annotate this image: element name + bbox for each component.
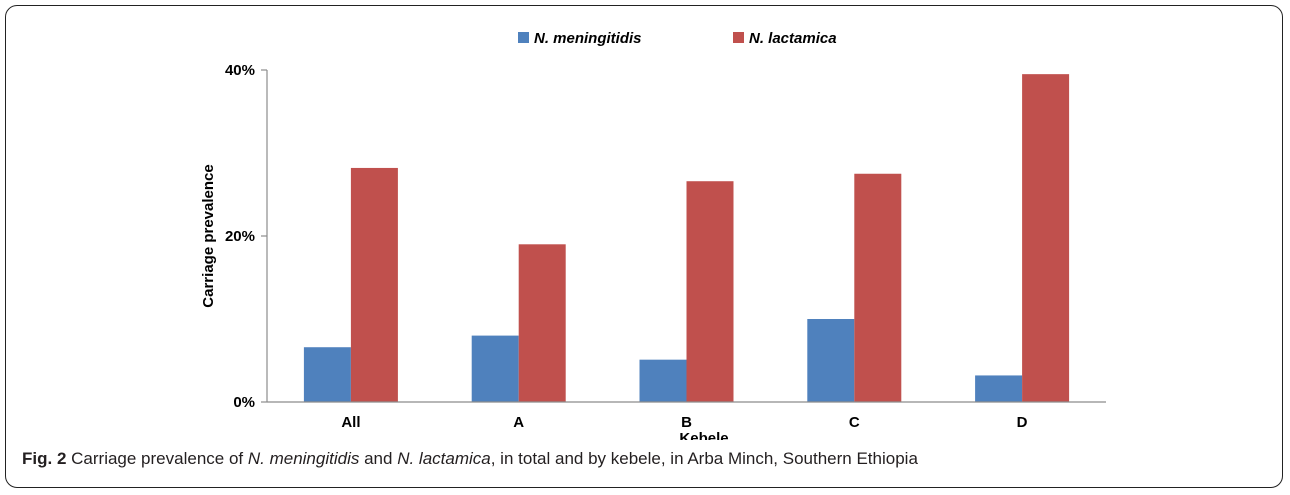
x-axis-label: Kebele	[679, 430, 728, 440]
bar-lactamica-c	[854, 173, 902, 402]
bars-group	[303, 74, 1070, 403]
y-tick-label: 20%	[225, 228, 255, 245]
y-tick-label: 0%	[233, 394, 255, 411]
bar-chart: N. meningitidis N. lactamica All A B C D 0% 20%…	[200, 30, 1106, 440]
bar-meningitidis-d	[975, 375, 1023, 402]
axes-group: All A B C D 0% 20% 40%	[225, 62, 1106, 431]
caption-text-3: , in total and by kebele, in Arba Minch,…	[490, 449, 918, 468]
x-tick-label-a: A	[513, 414, 524, 431]
x-tick-label-d: D	[1017, 414, 1028, 431]
bar-lactamica-d	[1022, 74, 1070, 403]
bar-meningitidis-b	[639, 359, 687, 402]
bar-lactamica-all	[350, 167, 398, 402]
caption-text-1: Carriage prevalence of	[71, 449, 244, 468]
bar-meningitidis-a	[471, 335, 519, 402]
bar-lactamica-b	[686, 181, 734, 402]
legend-swatch-meningitidis	[518, 32, 529, 43]
x-tick-label-all: All	[341, 414, 360, 431]
caption-species-1: N. meningitidis	[247, 449, 360, 468]
bar-meningitidis-all	[303, 347, 351, 402]
bar-meningitidis-c	[807, 319, 855, 402]
legend: N. meningitidis N. lactamica	[518, 30, 837, 47]
caption-species-2: N. lactamica	[397, 449, 491, 468]
legend-swatch-lactamica	[733, 32, 744, 43]
legend-label-lactamica: N. lactamica	[749, 30, 837, 47]
caption-text-2: and	[364, 449, 393, 468]
figure-number: Fig. 2	[22, 449, 67, 468]
figure-frame	[5, 5, 1283, 488]
x-tick-label-c: C	[849, 414, 860, 431]
y-tick-label: 40%	[225, 62, 255, 79]
x-tick-label-b: B	[681, 414, 692, 431]
bar-lactamica-a	[518, 244, 566, 402]
y-axis-label: Carriage prevalence	[200, 164, 217, 307]
legend-label-meningitidis: N. meningitidis	[534, 30, 642, 47]
figure-caption: Fig. 2 Carriage prevalence of N. meningi…	[22, 449, 1272, 469]
